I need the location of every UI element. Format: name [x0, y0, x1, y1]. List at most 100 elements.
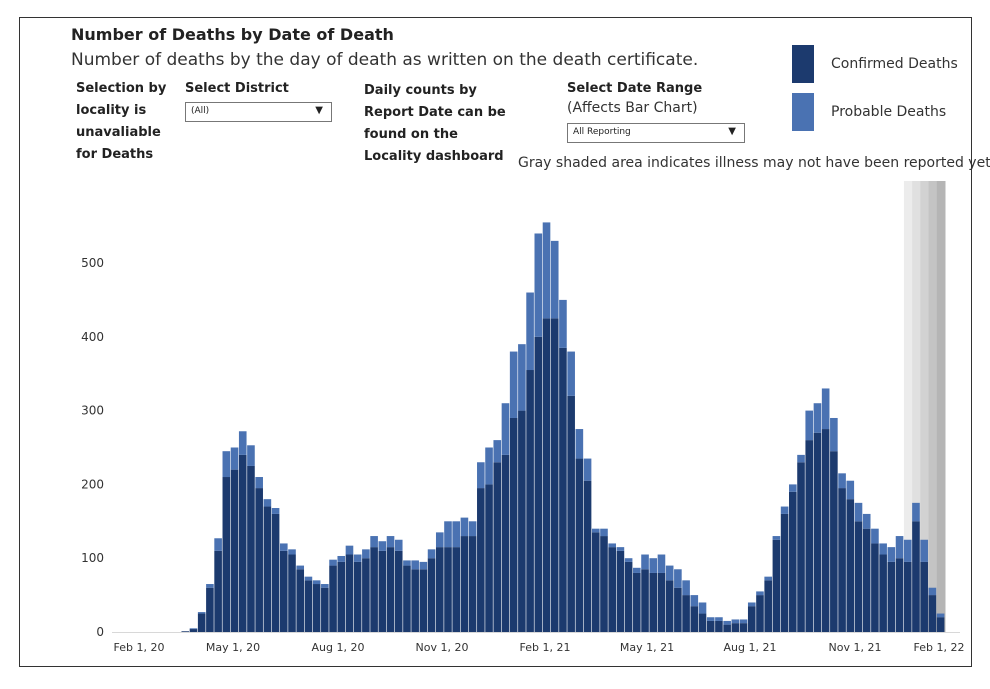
bar-probable[interactable] — [542, 222, 551, 319]
legend-item-probable[interactable]: Probable Deaths — [792, 93, 946, 131]
bar-confirmed[interactable] — [493, 462, 502, 632]
bar-confirmed[interactable] — [928, 595, 937, 632]
bar-confirmed[interactable] — [386, 547, 395, 632]
bar-confirmed[interactable] — [871, 543, 879, 632]
bar-probable[interactable] — [312, 580, 321, 585]
bar-probable[interactable] — [862, 513, 871, 529]
bar-confirmed[interactable] — [312, 584, 321, 632]
bar-probable[interactable] — [493, 440, 502, 463]
bar-probable[interactable] — [674, 569, 682, 588]
bar-probable[interactable] — [583, 458, 592, 481]
bar-confirmed[interactable] — [813, 432, 822, 632]
bar-probable[interactable] — [764, 576, 772, 581]
bar-confirmed[interactable] — [206, 587, 214, 632]
bar-confirmed[interactable] — [230, 469, 239, 632]
bar-confirmed[interactable] — [444, 547, 452, 632]
bar-probable[interactable] — [321, 584, 329, 588]
bar-probable[interactable] — [501, 403, 510, 455]
bar-probable[interactable] — [920, 539, 928, 562]
bar-probable[interactable] — [485, 447, 493, 485]
bar-confirmed[interactable] — [649, 572, 658, 632]
bar-confirmed[interactable] — [222, 477, 231, 632]
bar-confirmed[interactable] — [279, 550, 288, 632]
bar-probable[interactable] — [263, 499, 272, 507]
bar-probable[interactable] — [378, 541, 387, 551]
bar-probable[interactable] — [887, 547, 896, 562]
bar-probable[interactable] — [838, 473, 846, 489]
bar-confirmed[interactable] — [830, 451, 838, 632]
bar-probable[interactable] — [271, 508, 280, 514]
bar-probable[interactable] — [600, 528, 608, 537]
bar-confirmed[interactable] — [616, 550, 625, 632]
bar-confirmed[interactable] — [780, 513, 789, 632]
bar-probable[interactable] — [649, 558, 658, 573]
bar-confirmed[interactable] — [665, 580, 674, 632]
bar-confirmed[interactable] — [854, 521, 863, 632]
bar-confirmed[interactable] — [296, 569, 305, 632]
bar-probable[interactable] — [665, 565, 674, 581]
bar-confirmed[interactable] — [706, 620, 715, 632]
bar-confirmed[interactable] — [214, 550, 222, 632]
bar-confirmed[interactable] — [435, 547, 444, 632]
bar-confirmed[interactable] — [903, 561, 912, 632]
bar-probable[interactable] — [255, 477, 263, 489]
bar-probable[interactable] — [747, 602, 756, 607]
bar-probable[interactable] — [879, 543, 887, 555]
bar-confirmed[interactable] — [288, 554, 296, 632]
bar-confirmed[interactable] — [698, 613, 707, 632]
bar-probable[interactable] — [846, 480, 855, 500]
bar-confirmed[interactable] — [912, 521, 920, 632]
bar-probable[interactable] — [304, 576, 313, 581]
bar-confirmed[interactable] — [345, 554, 354, 632]
bar-probable[interactable] — [698, 602, 707, 614]
bar-probable[interactable] — [715, 617, 723, 621]
bar-probable[interactable] — [468, 521, 477, 537]
bar-confirmed[interactable] — [485, 484, 493, 632]
bar-probable[interactable] — [912, 502, 920, 522]
bar-confirmed[interactable] — [600, 536, 608, 632]
bar-confirmed[interactable] — [362, 558, 370, 632]
bar-probable[interactable] — [797, 454, 805, 463]
legend-item-confirmed[interactable]: Confirmed Deaths — [792, 45, 958, 83]
bar-probable[interactable] — [731, 619, 740, 624]
bar-confirmed[interactable] — [879, 554, 887, 632]
bar-probable[interactable] — [830, 417, 838, 452]
bar-confirmed[interactable] — [895, 558, 904, 632]
bar-confirmed[interactable] — [403, 565, 411, 632]
bar-probable[interactable] — [419, 561, 428, 570]
bar-probable[interactable] — [641, 554, 649, 570]
bar-confirmed[interactable] — [477, 488, 485, 632]
bar-probable[interactable] — [690, 595, 699, 607]
bar-confirmed[interactable] — [633, 572, 641, 632]
bar-probable[interactable] — [616, 547, 625, 551]
bar-confirmed[interactable] — [189, 629, 198, 632]
date-range-select[interactable]: All Reporting ▼ — [567, 123, 745, 143]
bar-confirmed[interactable] — [238, 454, 247, 632]
bar-probable[interactable] — [608, 543, 616, 548]
bar-confirmed[interactable] — [329, 565, 337, 632]
bar-confirmed[interactable] — [887, 561, 896, 632]
bar-confirmed[interactable] — [821, 429, 830, 632]
bar-probable[interactable] — [805, 410, 814, 441]
bar-confirmed[interactable] — [337, 561, 346, 632]
bar-confirmed[interactable] — [608, 547, 616, 632]
bar-confirmed[interactable] — [509, 417, 518, 632]
bar-probable[interactable] — [460, 517, 469, 537]
bar-probable[interactable] — [854, 502, 863, 522]
bar-confirmed[interactable] — [419, 569, 428, 632]
bar-probable[interactable] — [452, 521, 461, 548]
bar-probable[interactable] — [936, 613, 945, 618]
bar-probable[interactable] — [559, 299, 567, 348]
bar-probable[interactable] — [723, 620, 731, 625]
bar-probable[interactable] — [518, 344, 526, 411]
bar-probable[interactable] — [772, 536, 781, 540]
bar-confirmed[interactable] — [501, 454, 510, 632]
bar-confirmed[interactable] — [747, 606, 756, 632]
bar-confirmed[interactable] — [427, 558, 436, 632]
bar-confirmed[interactable] — [575, 458, 584, 632]
bar-probable[interactable] — [591, 528, 600, 533]
bar-probable[interactable] — [370, 536, 378, 548]
bar-confirmed[interactable] — [542, 318, 551, 632]
bar-confirmed[interactable] — [304, 580, 313, 632]
bar-probable[interactable] — [435, 532, 444, 548]
